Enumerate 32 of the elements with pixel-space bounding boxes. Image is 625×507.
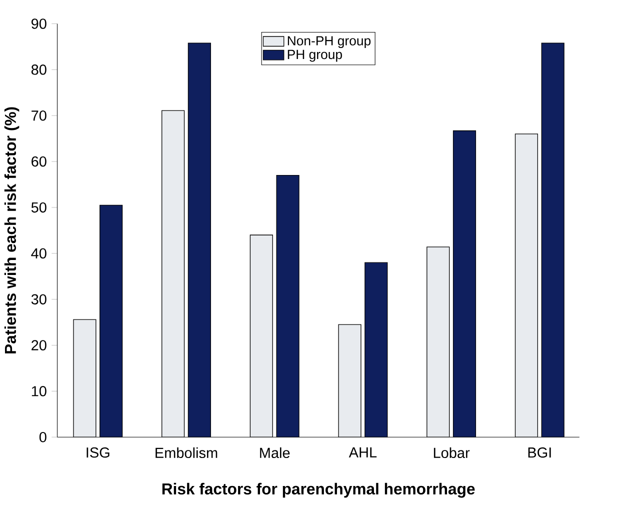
y-tick-label: 80 (31, 64, 46, 75)
x-tick-label: ISG (86, 447, 110, 458)
x-tick-label: BGI (528, 447, 551, 458)
bar (426, 246, 450, 437)
y-tick-label: 30 (31, 294, 46, 304)
bar (188, 42, 211, 437)
y-tick-label: 50 (31, 202, 46, 212)
y-tick-label: 70 (32, 110, 46, 121)
x-axis-title: Risk factors for parenchymal hemorrhage (162, 482, 475, 498)
y-tick-label: 40 (31, 248, 46, 258)
bar (276, 174, 300, 437)
bar (100, 204, 123, 437)
bar (514, 133, 538, 437)
bar (73, 319, 96, 437)
x-tick-label: Embolism (156, 447, 218, 458)
bar (250, 234, 273, 437)
x-tick-label: Lobar (434, 447, 470, 458)
bar (162, 110, 185, 437)
y-tick-label: 60 (32, 156, 46, 167)
bar (541, 42, 564, 437)
legend-label: PH group (288, 50, 342, 62)
y-tick-label: 90 (32, 18, 46, 29)
bar (452, 130, 476, 437)
y-tick-label: 10 (32, 386, 46, 396)
y-tick-label: 0 (39, 432, 46, 442)
y-axis-title: Patients with each risk factor (%) (4, 107, 20, 354)
bar (338, 324, 362, 437)
x-tick-label: AHL (348, 447, 377, 458)
legend-label: Non-PH group (288, 36, 371, 48)
bar (364, 262, 388, 437)
y-tick-label: 20 (32, 340, 46, 350)
x-tick-label: Male (260, 447, 290, 458)
